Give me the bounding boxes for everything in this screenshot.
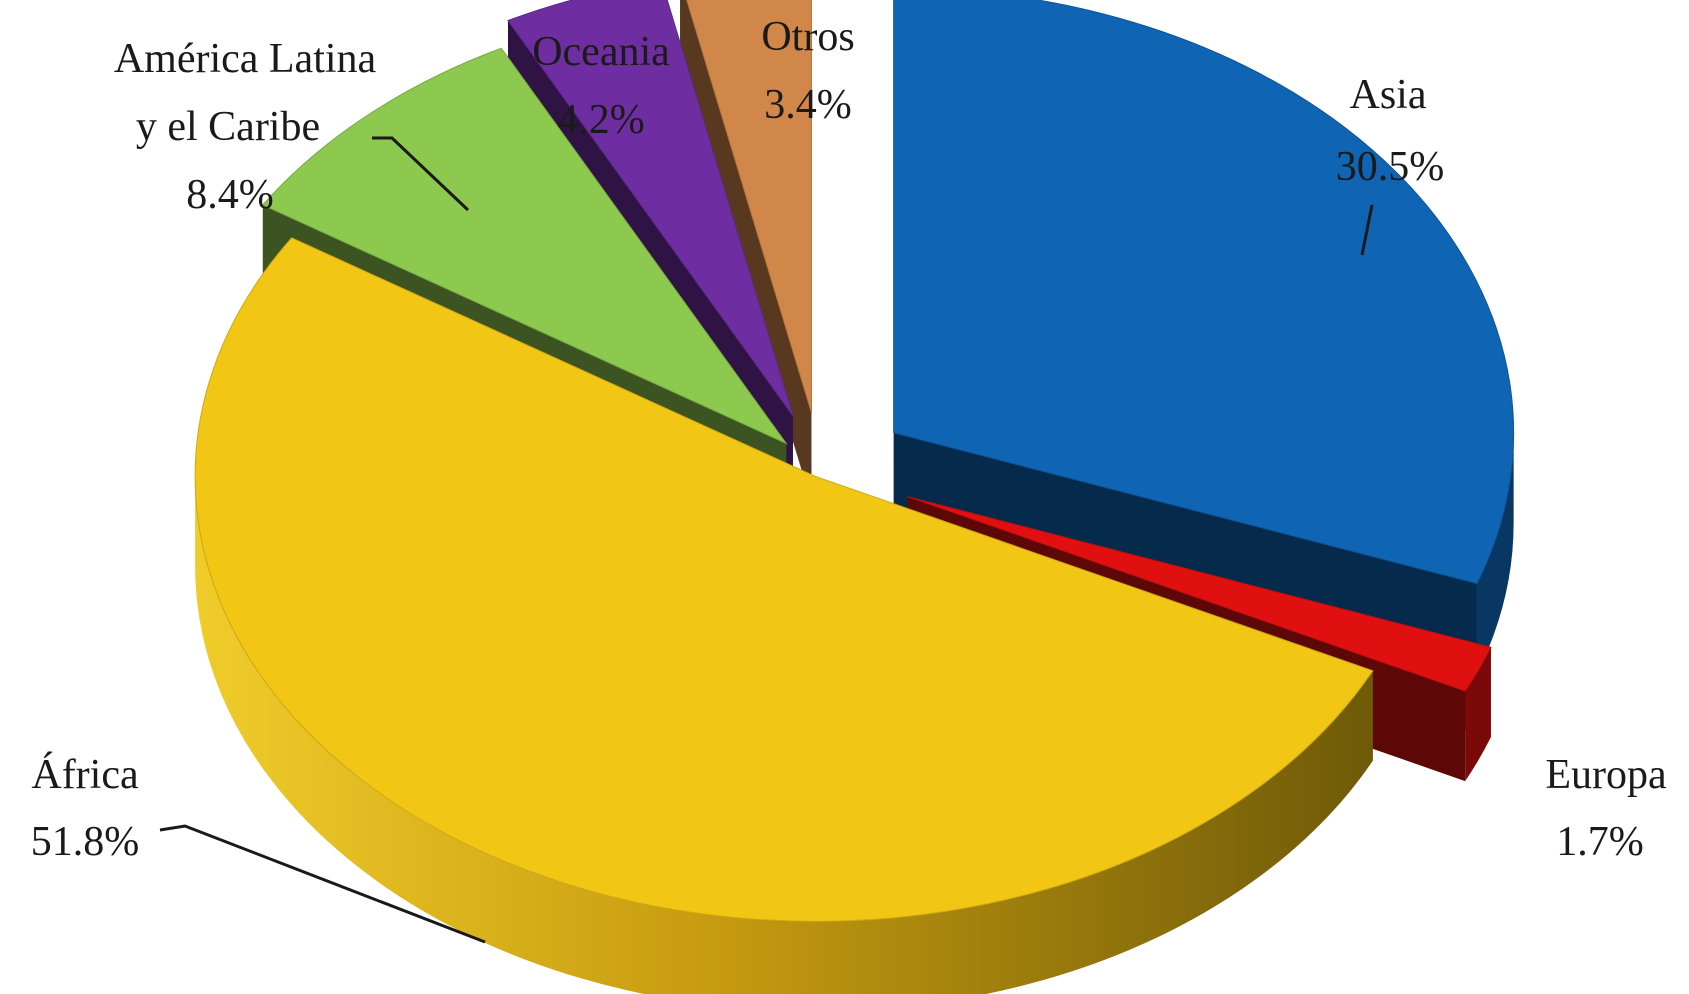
label-africa: África	[31, 751, 139, 798]
value-otros: 3.4%	[764, 82, 852, 128]
value-europa: 1.7%	[1556, 819, 1644, 865]
pie-slice-oceania-top	[507, 0, 794, 417]
value-asia: 30.5%	[1336, 144, 1445, 190]
pie-slice-europa-top	[907, 496, 1492, 692]
value-oceania: 4.2%	[557, 97, 645, 143]
pie-slice-asia-side	[1476, 432, 1514, 674]
pie-slice-asia-top	[893, 0, 1515, 585]
label-europa: Europa	[1545, 752, 1667, 798]
pie-slice-africa-side	[195, 476, 1373, 994]
pie-slice-europa-side	[1465, 647, 1491, 782]
leader-line-asia	[1360, 204, 1374, 256]
label-latam-line2: y el Caribe	[136, 104, 320, 150]
pie-slice-africa-top	[194, 237, 1374, 922]
leader-line-latam	[372, 136, 470, 212]
label-latam-line1: América Latina	[114, 36, 377, 82]
label-asia: Asia	[1350, 72, 1427, 118]
label-oceania: Oceania	[532, 29, 670, 75]
value-africa: 51.8%	[31, 819, 140, 865]
value-latam: 8.4%	[186, 172, 274, 218]
pie-slice-otros-top	[686, 0, 812, 413]
pie-slice-africa	[194, 237, 1374, 994]
label-otros: Otros	[761, 14, 854, 60]
pie-slice-latam-top	[261, 47, 788, 445]
leader-line-africa	[159, 824, 486, 944]
